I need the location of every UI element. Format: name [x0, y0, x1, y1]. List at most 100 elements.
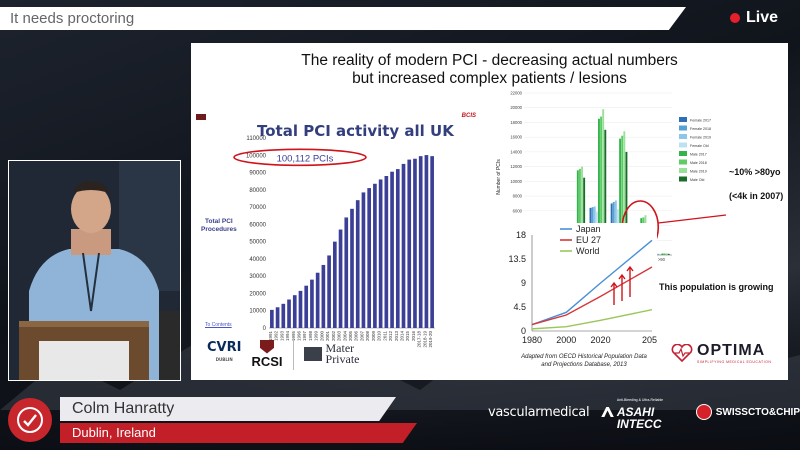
line-xtick-label: 2050 — [642, 335, 657, 345]
age-bar — [581, 166, 583, 255]
age-legend-swatch — [679, 117, 687, 122]
slide-title-line1: The reality of modern PCI - decreasing a… — [301, 52, 678, 69]
uk-ytick-label: 50000 — [249, 240, 266, 246]
uk-xtick-label: 2003 — [337, 331, 342, 342]
mater-text-1: Mater — [325, 341, 355, 355]
uk-xtick-label: 2012 — [388, 331, 393, 342]
uk-chart-title: Total PCI activity all UK — [257, 122, 454, 140]
uk-bar — [321, 264, 326, 328]
uk-ytick-label: 90000 — [249, 171, 266, 177]
uk-xtick-label: 2002 — [331, 331, 336, 342]
optima-logo: OPTIMA SIMPLIFYING MEDICAL EDUCATION — [671, 342, 771, 364]
growth-arrow-head — [618, 273, 626, 280]
session-title: It needs proctoring — [10, 10, 135, 27]
uk-bar — [315, 272, 320, 328]
uk-bar — [292, 295, 297, 328]
age-legend-label: Female 2019 — [690, 136, 711, 140]
uk-ytick-label: 10000 — [249, 309, 266, 315]
asahi-name: ASAHI INTECC — [616, 405, 662, 431]
uk-xtick-label: 2004 — [342, 331, 347, 342]
uk-ytick-label: 60000 — [249, 222, 266, 228]
uk-bar — [281, 303, 286, 328]
uk-bar — [310, 279, 314, 328]
speaker-name-bar: Colm Hanratty — [60, 397, 396, 421]
speaker-video-frame — [9, 161, 180, 380]
age-bar — [625, 151, 628, 255]
growth-arrow-head — [610, 281, 618, 288]
uk-ytick-label: 20000 — [249, 291, 266, 297]
uk-xtick-label: 2001 — [325, 331, 330, 342]
uk-xtick-label: 2006 — [354, 331, 359, 342]
uk-bar — [401, 163, 406, 328]
uk-bar — [270, 309, 274, 328]
line-ytick-label: 13.5 — [508, 254, 526, 264]
uk-xtick-label: 2011 — [382, 331, 387, 341]
age-bar — [576, 170, 579, 255]
uk-highlight-ellipse — [233, 148, 367, 167]
speaker-location: Dublin, Ireland — [72, 425, 156, 440]
age-legend-label: Male 2017 — [690, 153, 707, 157]
age-ytick-label: 8000 — [513, 194, 523, 199]
uk-bar — [430, 156, 434, 328]
swiss-cto-chip-logo: SWISSCTO&CHIP — [695, 404, 800, 420]
rcsi-text: RCSI — [251, 353, 283, 369]
line-legend-label: EU 27 — [576, 235, 601, 245]
uk-bar — [373, 183, 377, 328]
line-series — [531, 308, 653, 330]
live-indicator: Live — [729, 9, 778, 27]
uk-bar — [350, 208, 354, 328]
uk-xtick-label: 2019-20 — [428, 331, 433, 348]
uk-bar — [298, 290, 303, 328]
uk-bar — [367, 188, 372, 328]
uk-xtick-label: 2000 — [319, 331, 324, 342]
age-bar — [623, 131, 626, 255]
uk-highlight-label: 100,112 PCIs — [277, 153, 334, 164]
optima-tagline: SIMPLIFYING MEDICAL EDUCATION — [697, 360, 772, 364]
slide-title-line2: but increased complex patients / lesions — [352, 70, 627, 87]
age-legend-label: Female Old — [690, 144, 709, 148]
uk-bar — [275, 307, 280, 328]
mater-text-2: Private — [325, 352, 360, 366]
age-bar — [598, 118, 600, 255]
uk-bar — [332, 241, 337, 328]
uk-ytick-label: 100000 — [246, 153, 267, 159]
mater-logo: Mater Private — [303, 341, 360, 366]
uk-bar — [304, 285, 309, 328]
age-legend-swatch — [679, 134, 687, 139]
age-legend-label: Male 2019 — [690, 170, 707, 174]
uk-bar — [344, 217, 349, 328]
age-legend-label: Female 2017 — [690, 119, 711, 123]
age-bar — [600, 116, 603, 256]
uk-ytick-label: 40000 — [249, 257, 266, 263]
uk-xtick-label: 2005 — [348, 331, 353, 342]
age-xtick-label: >90 — [658, 257, 666, 262]
age-bar — [661, 253, 664, 255]
age-ytick-label: 12000 — [510, 164, 522, 169]
live-label: Live — [745, 9, 778, 26]
event-logo-icon — [8, 398, 52, 442]
line-ytick-label: 9 — [521, 278, 526, 288]
age-bar — [604, 129, 607, 255]
age-ytick-label: 6000 — [513, 208, 523, 213]
age-legend-swatch — [679, 125, 687, 131]
uk-xtick-label: 2013 — [394, 331, 399, 342]
uk-bar — [390, 171, 394, 328]
line-series — [531, 239, 653, 326]
age-bar — [659, 254, 662, 255]
to-contents-link[interactable]: To Contents — [205, 322, 232, 328]
age-bar — [667, 253, 670, 255]
growth-arrow-head — [626, 265, 634, 272]
cvri-text: CVRI — [207, 340, 242, 355]
age-bar — [578, 168, 581, 255]
optima-name: OPTIMA — [697, 342, 766, 359]
line-series — [531, 266, 653, 326]
age-legend-swatch — [679, 168, 687, 173]
uk-xtick-label: 1998 — [308, 331, 313, 342]
uk-ytick-label: 70000 — [249, 205, 266, 211]
uk-ytick-label: 110000 — [246, 136, 266, 142]
age-bar — [663, 253, 666, 255]
uk-xtick-label: 1997 — [302, 331, 307, 342]
asahi-tagline: Anti-Bleeding & Ultra-Reliable — [616, 398, 664, 402]
age-bar — [619, 138, 622, 255]
